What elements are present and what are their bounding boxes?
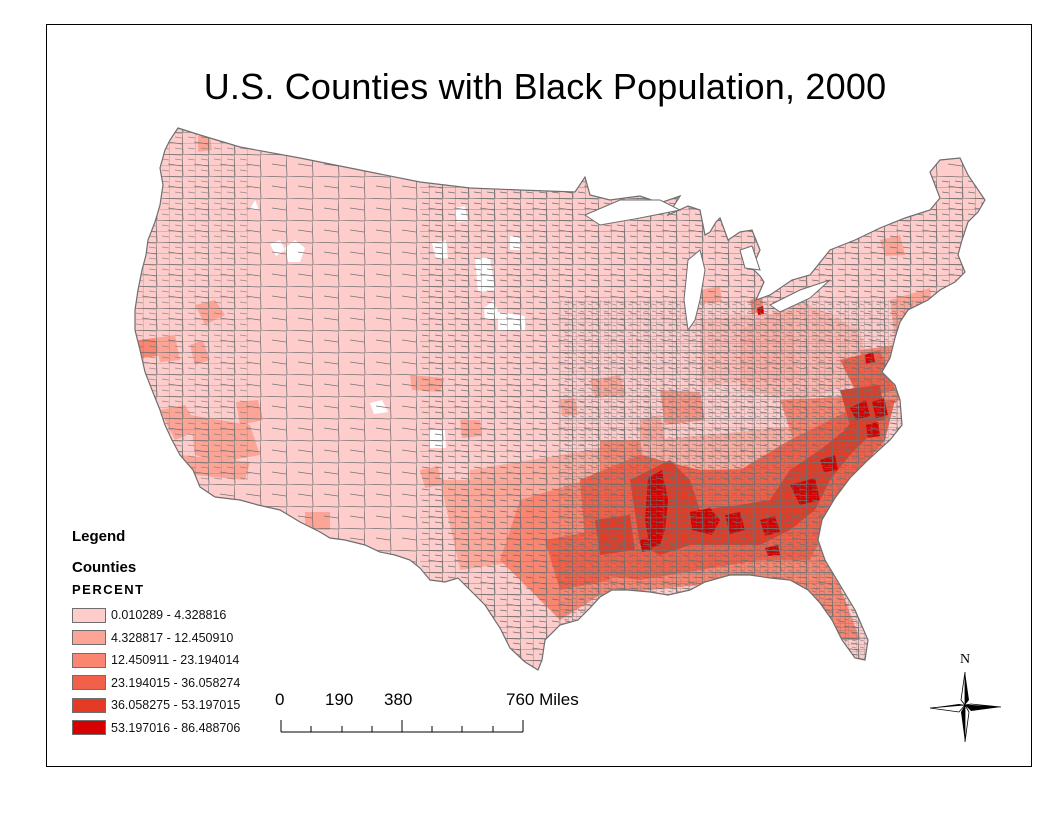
scale-bar-ticks [280,720,524,733]
legend-class-5: 36.058275 - 53.197015 [72,694,240,717]
scale-label-380: 380 [384,690,413,709]
legend-class-label: 0.010289 - 4.328816 [111,608,227,623]
legend-swatch [72,630,106,646]
legend-swatch [72,652,106,668]
legend-class-label: 36.058275 - 53.197015 [111,698,241,713]
legend-class-label: 23.194015 - 36.058274 [111,675,241,690]
great-lakes [583,199,831,332]
legend-swatch [72,607,106,623]
legend-class-3: 12.450911 - 23.194014 [72,649,240,672]
scale-label-190: 190 [325,690,354,709]
north-label: N [960,652,971,667]
legend: Legend Counties PERCENT 0.010289 - 4.328… [72,528,240,739]
compass-rose-icon [929,671,1002,743]
map-title: U.S. Counties with Black Population, 200… [203,66,887,107]
scale-label-0: 0 [275,690,285,709]
legend-class-label: 53.197016 - 86.488706 [111,720,241,735]
legend-title: Legend [72,528,126,545]
legend-layer-name: Counties [72,559,137,576]
legend-class-4: 23.194015 - 36.058274 [72,672,240,695]
scale-label-760: 760 Miles [506,690,579,709]
legend-field-name: PERCENT [72,582,145,597]
legend-class-1: 0.010289 - 4.328816 [72,604,240,627]
legend-class-6: 53.197016 - 86.488706 [72,717,240,740]
county-fill-layer [135,128,985,670]
legend-swatch [72,697,106,713]
legend-class-2: 4.328817 - 12.450910 [72,627,240,650]
legend-swatch [72,675,106,691]
legend-class-label: 12.450911 - 23.194014 [111,653,240,668]
legend-class-label: 4.328817 - 12.450910 [111,630,234,645]
legend-swatch [72,720,106,736]
